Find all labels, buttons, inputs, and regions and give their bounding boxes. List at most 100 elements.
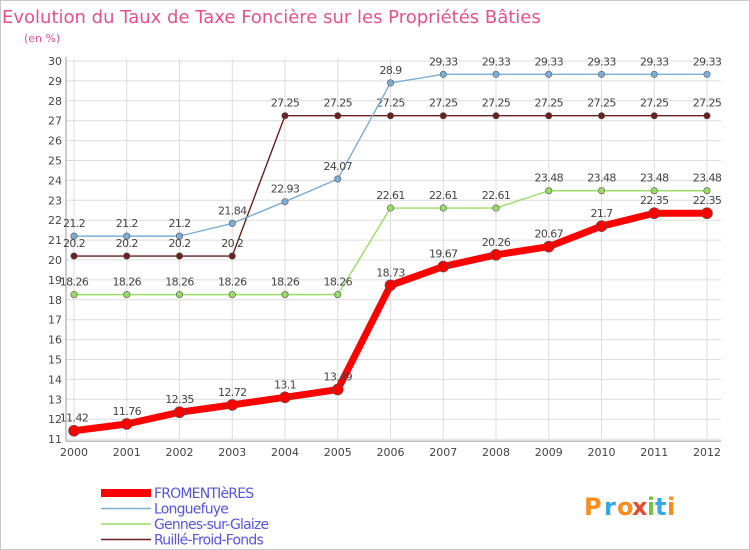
series-gennes-sur-glaize: 18.26 18.26 18.26 18.26 18.26 18.26 22.61 22.61… (60, 172, 722, 299)
data-point (595, 220, 608, 232)
data-point (386, 112, 394, 120)
data-point (650, 187, 658, 195)
data-label: 20.2 (221, 237, 243, 250)
data-point (279, 391, 291, 404)
data-point (228, 291, 236, 299)
x-tick-label: 2008 (482, 446, 510, 459)
data-point (542, 240, 555, 253)
data-point (703, 112, 711, 120)
data-point (384, 279, 397, 292)
data-label: 20.67 (535, 228, 564, 241)
data-label: 22.61 (376, 189, 405, 202)
y-axis-unit-label: (en %) (24, 32, 60, 45)
data-point (70, 291, 78, 299)
data-point (176, 291, 184, 299)
x-tick-label: 2006 (377, 446, 405, 459)
data-label: 19.67 (429, 248, 458, 261)
data-label: 21.2 (63, 217, 85, 230)
x-tick-label: 2005 (324, 446, 352, 459)
y-tick-label: 14 (48, 373, 62, 386)
grid-lines (66, 59, 721, 440)
y-tick-label: 23 (48, 194, 62, 207)
data-label: 21.2 (168, 217, 190, 230)
data-label: 22.35 (640, 194, 669, 207)
x-tick-label: 2007 (429, 446, 457, 459)
legend: FROMENTIèRESLonguefuyeGennes-sur-GlaizeR… (101, 486, 269, 549)
data-point (386, 204, 394, 212)
data-label: 29.33 (535, 55, 564, 68)
y-tick-label: 20 (48, 254, 62, 267)
y-tick-label: 21 (48, 234, 62, 247)
legend-label: Gennes-sur-Glaize (154, 517, 269, 533)
data-point (439, 112, 447, 120)
data-label: 27.25 (324, 97, 353, 110)
y-tick-label: 12 (48, 413, 62, 426)
data-point (439, 204, 447, 212)
data-label: 27.25 (693, 97, 722, 110)
data-point (176, 232, 184, 240)
data-point (334, 291, 342, 299)
y-tick-label: 17 (48, 314, 62, 327)
x-tick-label: 2002 (166, 446, 194, 459)
data-point (123, 232, 131, 240)
y-tick-label: 11 (48, 433, 62, 446)
data-label: 27.25 (535, 97, 564, 110)
data-point (334, 112, 342, 120)
chart-title: Evolution du Taux de Taxe Foncière sur l… (2, 7, 541, 28)
y-tick-label: 29 (48, 75, 62, 88)
data-label: 11.76 (113, 405, 142, 418)
data-label: 22.93 (271, 183, 300, 196)
data-label: 27.25 (271, 97, 300, 110)
logo-letter: i (667, 493, 675, 521)
data-point (490, 249, 502, 261)
series-fromenti-res: 11.42 11.76 12.35 12.72 13.1 13.49 18.73 19.67 2… (60, 194, 722, 437)
legend-label: Longuefuye (154, 502, 228, 518)
y-tick-label: 24 (48, 174, 62, 187)
data-label: 22.61 (429, 189, 458, 202)
data-point (334, 175, 342, 183)
data-point (597, 112, 605, 120)
data-label: 27.25 (376, 97, 405, 110)
data-label: 27.25 (429, 97, 458, 110)
data-label: 18.26 (165, 276, 194, 289)
y-tick-label: 26 (48, 135, 62, 148)
y-tick-labels: 11 12 13 14 15 16 17 18 19 20 21 22 23 24 25 26 27 28 29 30 (48, 55, 62, 446)
data-label: 29.33 (640, 55, 669, 68)
data-point (123, 291, 131, 299)
data-point (226, 399, 239, 411)
x-tick-label: 2012 (693, 446, 721, 459)
data-point (703, 70, 711, 78)
data-point (386, 79, 394, 87)
data-label: 12.72 (218, 386, 247, 399)
data-label: 29.33 (587, 55, 616, 68)
series-longuefuye: 21.2 21.2 21.2 21.84 22.93 24.07 28.9 29.33 29.3… (63, 55, 722, 240)
series-ruill-froid-fonds: 20.2 20.2 20.2 20.2 27.25 27.25 27.25 27.25 27.2… (63, 97, 722, 260)
data-label: 27.25 (587, 97, 616, 110)
y-tick-label: 25 (48, 155, 62, 168)
y-tick-label: 28 (48, 95, 62, 108)
data-label: 18.26 (60, 276, 89, 289)
data-point (650, 70, 658, 78)
data-point (176, 252, 184, 260)
y-tick-label: 16 (48, 334, 62, 347)
data-point (437, 260, 450, 273)
data-label: 23.48 (640, 172, 669, 185)
logo-letter: r (604, 493, 616, 521)
data-point (331, 383, 344, 396)
data-label: 21.7 (590, 207, 613, 220)
x-tick-label: 2010 (588, 446, 616, 459)
data-label: 23.48 (587, 172, 616, 185)
data-point (545, 187, 553, 195)
data-point (173, 406, 186, 419)
data-point (120, 418, 133, 430)
data-point (650, 112, 658, 120)
data-point (545, 70, 553, 78)
data-point (70, 252, 78, 260)
data-label: 11.42 (60, 412, 89, 425)
data-label: 28.9 (379, 64, 402, 77)
data-label: 18.73 (376, 266, 405, 279)
data-label: 20.2 (116, 237, 138, 250)
data-label: 18.26 (324, 276, 353, 289)
data-point (439, 70, 447, 78)
